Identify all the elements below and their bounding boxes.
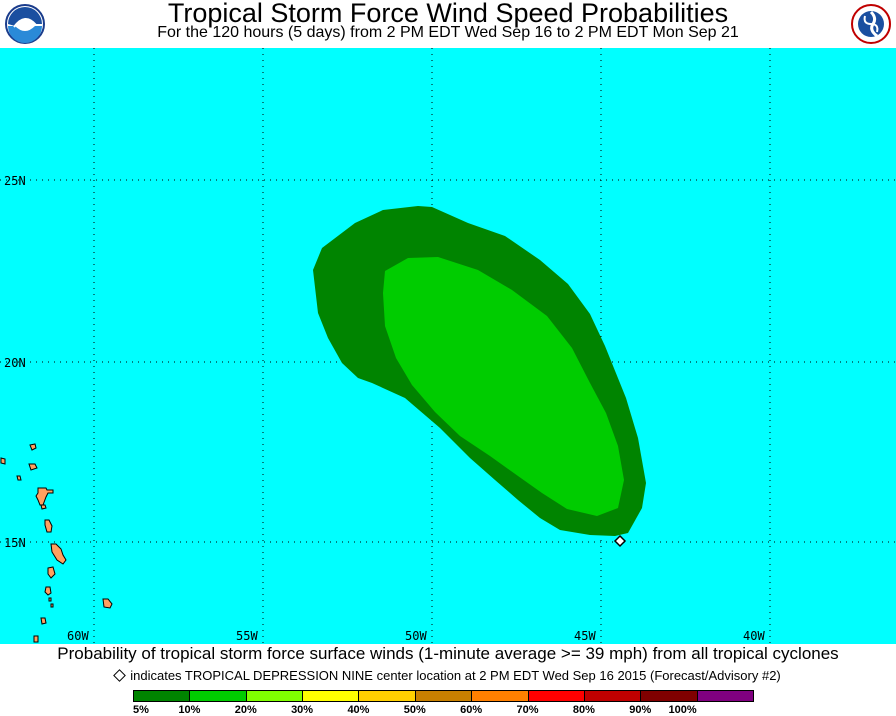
map-title: Tropical Storm Force Wind Speed Probabil…	[167, 0, 729, 28]
island	[50, 603, 54, 608]
probability-area-10-20	[383, 257, 624, 516]
legend-swatch	[414, 690, 473, 702]
lon-label-45w: 45W	[574, 629, 596, 643]
legend-label: 70%	[516, 704, 539, 716]
legend-swatch	[640, 690, 698, 702]
legend-label: 10%	[178, 704, 201, 716]
legend-swatch	[189, 690, 247, 702]
island-guadeloupe	[35, 487, 54, 506]
legend-swatch	[583, 690, 642, 702]
island	[48, 597, 52, 602]
legend-swatch	[245, 690, 304, 702]
island-grenada	[40, 617, 47, 625]
island	[29, 443, 37, 451]
island-barbados	[102, 598, 113, 609]
lon-label-50w: 50W	[405, 629, 427, 643]
lat-label-25n: 25N	[4, 174, 26, 188]
legend-label: 100%	[668, 704, 697, 716]
indicator-text: indicates TROPICAL DEPRESSION NINE cente…	[130, 668, 781, 683]
lon-label-55w: 55W	[236, 629, 258, 643]
legend-swatch	[471, 690, 529, 702]
legend-label: 40%	[347, 704, 370, 716]
island-saint-vincent	[44, 586, 52, 596]
storm-center-indicator: indicates TROPICAL DEPRESSION NINE cente…	[0, 668, 896, 683]
legend-label: 30%	[291, 704, 314, 716]
legend-swatch	[527, 690, 585, 702]
island	[16, 475, 22, 481]
island	[28, 463, 38, 471]
island	[33, 635, 39, 643]
diamond-icon	[113, 669, 127, 682]
legend-label: 60%	[460, 704, 483, 716]
legend-label: 80%	[572, 704, 595, 716]
wind-probability-map: 25N 20N 15N 60W 55W 50W 45W 40W	[0, 48, 896, 644]
lon-label-60w: 60W	[67, 629, 89, 643]
lat-label-15n: 15N	[4, 536, 26, 550]
lesser-antilles-islands	[0, 443, 113, 643]
legend-swatch	[358, 690, 416, 702]
legend-label: 20%	[234, 704, 257, 716]
nws-logo-icon	[851, 4, 891, 44]
lon-label-40w: 40W	[743, 629, 765, 643]
map-subtitle: For the 120 hours (5 days) from 2 PM EDT…	[157, 24, 739, 41]
island-dominica	[44, 519, 53, 533]
legend-label: 90%	[629, 704, 652, 716]
island-saint-lucia	[47, 566, 56, 579]
map-caption: Probability of tropical storm force surf…	[57, 644, 839, 663]
noaa-logo-icon	[5, 4, 45, 44]
island	[0, 457, 6, 465]
probability-legend: 5% 10% 20% 30% 40% 50% 60% 70% 80% 90% 100%	[0, 688, 896, 716]
lat-label-20n: 20N	[4, 356, 26, 370]
legend-swatch	[696, 690, 754, 702]
storm-center-icon	[613, 534, 627, 548]
footer: Probability of tropical storm force surf…	[0, 644, 896, 716]
island	[40, 504, 47, 510]
island-martinique	[50, 543, 67, 565]
legend-label: 5%	[133, 704, 149, 716]
header: Tropical Storm Force Wind Speed Probabil…	[0, 0, 896, 48]
legend-label: 50%	[403, 704, 426, 716]
legend-swatch	[302, 690, 360, 702]
legend-swatch	[133, 690, 191, 702]
